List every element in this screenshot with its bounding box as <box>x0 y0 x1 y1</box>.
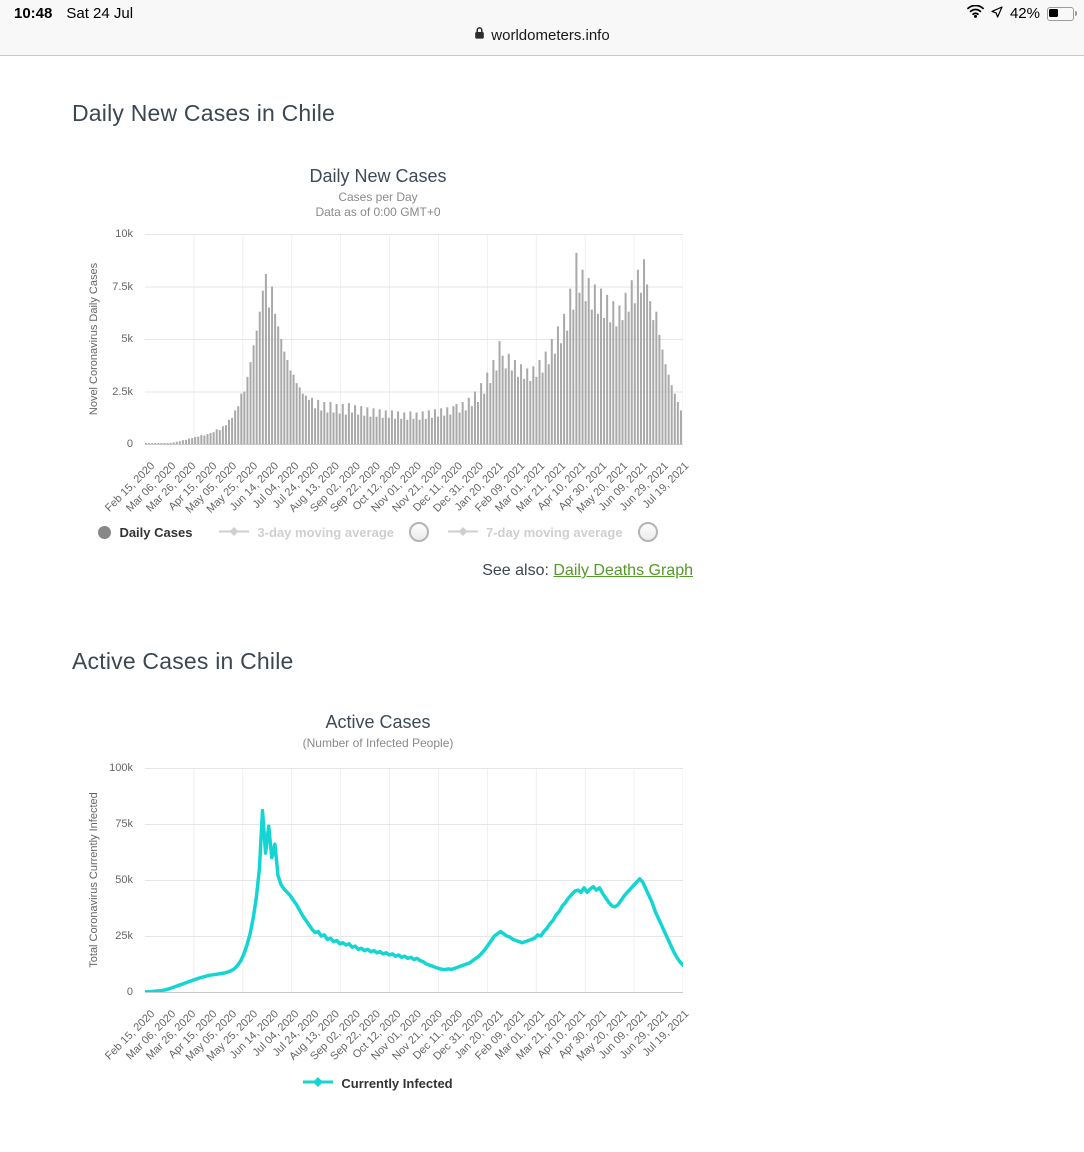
daily-new-cases-chart: Daily New Cases Cases per Day Data as of… <box>72 160 691 580</box>
legend-item-daily-cases[interactable]: Daily Cases <box>98 525 192 540</box>
y-tick-label: 25k <box>115 930 133 942</box>
chart-title: Daily New Cases <box>309 166 447 186</box>
battery-icon <box>1047 6 1077 21</box>
see-also-label: See also: <box>482 562 549 579</box>
address-url: worldometers.info <box>491 26 610 44</box>
legend-label: Currently Infected <box>341 1075 453 1091</box>
location-arrow-icon <box>991 5 1003 22</box>
wifi-icon <box>967 4 984 22</box>
chart-subtitle: (Number of Infected People) <box>302 736 454 750</box>
legend-label: 3-day moving average <box>257 524 394 540</box>
chart-subtitle-2: Data as of 0:00 GMT+0 <box>315 205 441 219</box>
status-date: Sat 24 Jul <box>66 5 134 22</box>
legend-item-3day-avg[interactable]: 3-day moving average <box>219 523 394 541</box>
toggle-3day-checkbox[interactable] <box>409 522 429 542</box>
legend-label: 7-day moving average <box>486 524 623 540</box>
line-plot-area[interactable] <box>145 768 683 993</box>
toggle-7day-checkbox[interactable] <box>637 522 658 542</box>
lock-icon <box>474 26 485 44</box>
bar-plot-area[interactable] <box>145 234 683 445</box>
chart-title: Active Cases <box>325 712 431 732</box>
legend-item-7day-avg[interactable]: 7-day moving average <box>448 523 623 541</box>
page-title-daily-new-cases: Daily New Cases in Chile <box>72 100 335 126</box>
y-tick-label: 7.5k <box>112 280 133 293</box>
line-diamond-icon <box>448 523 478 541</box>
active-cases-chart: Active Cases (Number of Infected People)… <box>72 702 691 1132</box>
y-tick-label: 75k <box>115 818 133 830</box>
status-time: 10:48 <box>14 5 53 22</box>
y-tick-label: 5k <box>121 333 133 345</box>
y-tick-label: 0 <box>126 438 133 450</box>
legend-item-currently-infected[interactable]: Currently Infected <box>303 1074 453 1092</box>
battery-percent: 42% <box>1009 5 1040 22</box>
y-tick-label: 2.5k <box>112 385 133 398</box>
line-diamond-icon <box>219 523 250 541</box>
x-axis-labels: Feb 15, 2020 Mar 06, 2020 Mar 26, 2020 Apr … <box>103 1000 691 1084</box>
legend-label: Daily Cases <box>119 524 193 540</box>
status-left: 10:48 Sat 24 Jul <box>14 5 133 22</box>
y-tick-label: 100k <box>109 762 133 774</box>
page-title-active-cases: Active Cases in Chile <box>72 648 294 674</box>
browser-top-bar: 10:48 Sat 24 Jul 42% worldometers.info <box>0 0 1084 56</box>
see-also-row: See also: Daily Deaths Graph <box>72 562 693 580</box>
y-tick-label: 10k <box>115 228 133 240</box>
address-bar[interactable]: worldometers.info <box>0 26 1084 44</box>
daily-deaths-graph-link[interactable]: Daily Deaths Graph <box>553 562 693 579</box>
line-diamond-icon <box>303 1074 334 1092</box>
chart-subtitle: Cases per Day <box>338 190 418 204</box>
y-axis-ticks: 100k 75k 50k 25k 0 <box>72 762 138 998</box>
y-tick-label: 0 <box>126 986 133 998</box>
y-tick-label: 50k <box>115 874 133 886</box>
series-dot-icon <box>98 525 112 539</box>
chart-legend: Daily Cases 3-day moving average 7-day m… <box>72 522 684 542</box>
status-right: 42% <box>967 4 1077 22</box>
chart-legend: Currently Infected <box>72 1074 684 1092</box>
y-axis-ticks: 10k 7.5k 5k 2.5k 0 <box>72 228 138 450</box>
